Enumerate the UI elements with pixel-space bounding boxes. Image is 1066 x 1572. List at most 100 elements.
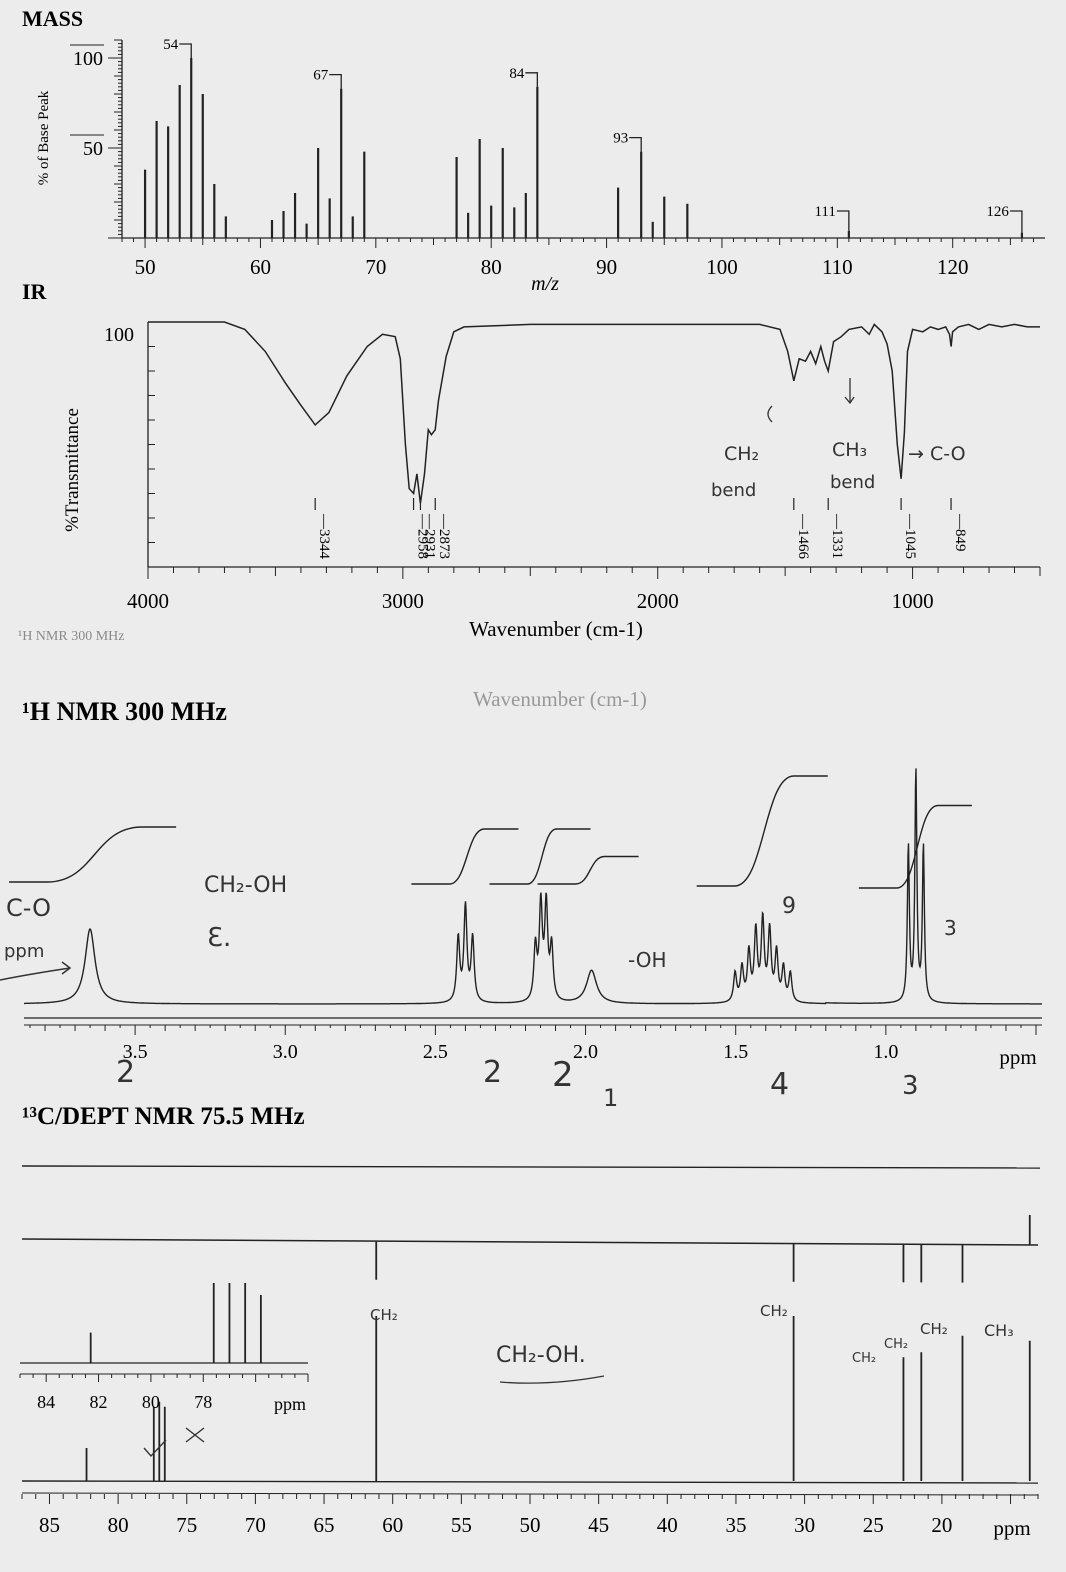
ir-note-ch2: CH₂ bbox=[724, 443, 759, 465]
mass-peak-label-bracket bbox=[525, 72, 538, 87]
c-nmr-tick-label: 20 bbox=[931, 1513, 952, 1537]
mass-peak-label-bracket bbox=[836, 210, 850, 231]
h-nmr-tick-label: 3.0 bbox=[273, 1041, 298, 1063]
c-nmr-baseline bbox=[21, 1480, 1039, 1484]
h-nmr-tick-label: 2.0 bbox=[573, 1041, 598, 1063]
h-note-3: 3 bbox=[944, 916, 957, 940]
mass-x-tick-label: 80 bbox=[481, 255, 502, 279]
h-note-arrow bbox=[0, 961, 72, 981]
c-nmr-tick-label: 65 bbox=[314, 1513, 335, 1537]
h-note-9: 9 bbox=[782, 894, 796, 919]
c-nmr-section-title: ¹³C/DEPT NMR 75.5 MHz bbox=[22, 1103, 305, 1130]
ir-x-tick-label: 1000 bbox=[892, 589, 934, 613]
mass-peak-label: 111 bbox=[814, 204, 835, 220]
ir-y-tick-label: 100 bbox=[104, 324, 134, 346]
h-nmr-tick-label: 2.5 bbox=[423, 1041, 448, 1063]
ir-section-title: IR bbox=[22, 279, 48, 304]
mass-peak-label-bracket bbox=[179, 43, 192, 58]
mass-peak-label-bracket bbox=[329, 73, 342, 89]
h-integral-label-2: 2 bbox=[483, 1055, 502, 1090]
h-nmr-tick-label: 1.0 bbox=[873, 1041, 898, 1063]
h-nmr-integral-curve bbox=[858, 804, 972, 889]
mass-peak-label: 126 bbox=[986, 204, 1009, 220]
h-nmr-integral-curve bbox=[696, 775, 828, 887]
ir-note-co: → C-O bbox=[908, 443, 966, 465]
c-nmr-tick-label: 40 bbox=[657, 1513, 678, 1537]
mass-x-label: m/z bbox=[531, 273, 559, 295]
h-nmr-trace bbox=[24, 768, 1042, 1005]
c-nmr-tick-label: 85 bbox=[39, 1513, 60, 1537]
inset-tick-label: 82 bbox=[90, 1392, 108, 1412]
h-note-oh: -OH bbox=[628, 948, 667, 972]
c-nmr-spectrum-chart: 85 80 75 70 65 60 55 50 45 40 35 30 25 20 ppm bbox=[21, 1316, 1039, 1540]
ir-peak-label: —2931 bbox=[421, 513, 437, 559]
h-nmr-integral-curve bbox=[9, 826, 177, 883]
c-nmr-tick-label: 45 bbox=[588, 1513, 609, 1537]
h-note-c-hook: ℇ. bbox=[207, 923, 231, 953]
ir-note-hook-1 bbox=[767, 405, 773, 423]
c-note-ch2-c: CH₂ bbox=[852, 1351, 876, 1366]
ir-note-bend-1: bend bbox=[711, 480, 756, 501]
h-nmr-integral-curve bbox=[411, 828, 519, 885]
dept90-baseline bbox=[21, 1165, 1041, 1169]
c-note-ch2-d: CH₂ bbox=[884, 1337, 908, 1352]
h-nmr-x-label: ppm bbox=[999, 1045, 1036, 1069]
mass-peak-label: 84 bbox=[509, 66, 525, 82]
c-nmr-tick-label: 60 bbox=[382, 1513, 403, 1537]
c-nmr-tick-label: 30 bbox=[794, 1513, 815, 1537]
c-note-underline bbox=[499, 1375, 605, 1384]
mass-x-tick-label: 120 bbox=[937, 255, 969, 279]
c-nmr-tick-label: 50 bbox=[520, 1513, 541, 1537]
ir-spectrum-chart: 4000 3000 2000 1000 100 —3344 —2958—2931—287… bbox=[62, 321, 1041, 641]
bleed-through-text-2: Wavenumber (cm-1) bbox=[473, 687, 647, 711]
c-nmr-inset-chart: 84 82 80 78 ppm bbox=[19, 1283, 309, 1414]
mass-y-tick-label: 100 bbox=[73, 48, 103, 70]
h-nmr-tick-label: 1.5 bbox=[723, 1041, 748, 1063]
mass-x-tick-label: 70 bbox=[365, 255, 386, 279]
ir-x-tick-label: 4000 bbox=[127, 589, 169, 613]
c-note-checkmark bbox=[143, 1439, 167, 1458]
mass-peak-label: 93 bbox=[613, 131, 628, 147]
h-integral-label-5: 4 bbox=[770, 1067, 789, 1102]
c-nmr-tick-label: 70 bbox=[245, 1513, 266, 1537]
ir-peak-label: —1466 bbox=[795, 513, 811, 560]
mass-x-tick-label: 90 bbox=[596, 255, 617, 279]
inset-tick-label: 78 bbox=[194, 1392, 212, 1412]
mass-x-tick-label: 50 bbox=[135, 255, 156, 279]
inset-x-label: ppm bbox=[274, 1394, 306, 1414]
ir-peak-label: —1331 bbox=[829, 513, 845, 559]
c-nmr-tick-label: 75 bbox=[176, 1513, 197, 1537]
c-note-ch2-a: CH₂ bbox=[370, 1306, 398, 1324]
mass-x-tick-label: 110 bbox=[822, 255, 853, 279]
ir-note-arrow-1 bbox=[844, 378, 855, 405]
ir-x-tick-label: 2000 bbox=[637, 589, 679, 613]
inset-tick-label: 80 bbox=[142, 1392, 160, 1412]
h-nmr-integral-curve bbox=[489, 828, 591, 885]
c-nmr-tick-label: 80 bbox=[108, 1513, 129, 1537]
c-nmr-tick-label: 25 bbox=[863, 1513, 884, 1537]
ir-x-label: Wavenumber (cm-1) bbox=[469, 617, 643, 641]
ir-peak-label: —849 bbox=[952, 513, 968, 552]
h-note-ppm: ppm bbox=[4, 941, 44, 962]
mass-peak-label-bracket bbox=[629, 136, 642, 152]
mass-spectrum-chart: 50 60 70 80 90 100 110 120 50 100 54 67 84 93 111 126… bbox=[36, 37, 1045, 295]
mass-peak-label-bracket bbox=[1009, 210, 1023, 233]
ir-peak-label: —3344 bbox=[316, 513, 332, 560]
h-note-co: C-O bbox=[6, 894, 51, 922]
inset-tick-label: 84 bbox=[37, 1392, 55, 1412]
h-nmr-section-title: ¹H NMR 300 MHz bbox=[22, 697, 227, 726]
ir-note-ch3: CH₃ bbox=[832, 439, 867, 461]
c-note-ch2-e: CH₂ bbox=[920, 1320, 948, 1338]
dept135-baseline bbox=[21, 1238, 1039, 1246]
h-integral-label-1: 2 bbox=[116, 1055, 135, 1090]
h-nmr-integral-curve bbox=[537, 855, 639, 885]
mass-peak-label: 54 bbox=[163, 37, 179, 53]
mass-peak-label: 67 bbox=[313, 68, 329, 84]
h-integral-label-3: 2 bbox=[552, 1055, 574, 1095]
ir-x-tick-label: 3000 bbox=[382, 589, 424, 613]
mass-y-label: % of Base Peak bbox=[36, 90, 52, 185]
ir-transmittance-trace bbox=[148, 321, 1040, 504]
ir-note-bend-2: bend bbox=[830, 472, 875, 493]
h-integral-label-6: 3 bbox=[902, 1071, 919, 1101]
